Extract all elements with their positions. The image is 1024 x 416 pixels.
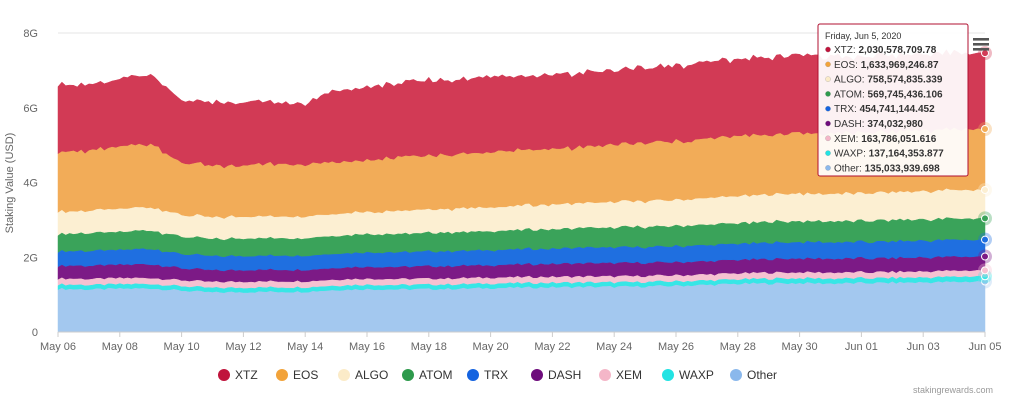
x-tick-label: May 30 [782,341,818,353]
x-tick-label: May 20 [473,341,509,353]
legend-item-waxp[interactable]: WAXP [662,368,714,382]
hover-markers [978,46,992,289]
marker-xem [981,266,989,275]
tooltip-row-xtz: XTZ: 2,030,578,709.78 [834,45,937,56]
hamburger-menu-icon[interactable] [968,34,992,54]
tooltip-dot [825,120,831,127]
x-tick-label: May 24 [596,341,632,353]
tooltip-dot [825,165,831,171]
legend-swatch [599,369,611,381]
tooltip: Friday, Jun 5, 2020 XTZ: 2,030,578,709.78… [817,23,969,177]
y-tick-label: 2G [23,252,38,264]
marker-atom [981,214,989,223]
x-axis: May 06 May 08 May 10 May 12 May 14 May 16 May … [40,331,1002,353]
legend-item-other[interactable]: Other [730,368,777,382]
legend-item-xem[interactable]: XEM [599,368,642,382]
marker-eos [981,125,989,134]
tooltip-dot [825,61,831,68]
tooltip-row-eos: EOS: 1,633,969,246.87 [834,60,939,71]
y-axis: 0 2G 4G 6G 8G [23,28,38,339]
tooltip-dot [825,105,831,112]
legend-label: XEM [616,368,642,382]
legend-label: Other [747,368,777,382]
tooltip-dot [825,76,831,82]
tooltip-dot [825,46,831,53]
y-tick-label: 6G [23,103,38,115]
x-tick-label: May 16 [349,341,385,353]
legend-label: TRX [484,368,508,382]
x-tick-label: May 28 [720,341,756,353]
marker-dash [981,252,989,261]
tooltip-row-dash: DASH: 374,032,980 [834,119,923,130]
tooltip-row-other: Other: 135,033,939.698 [834,163,940,174]
marker-algo [981,185,989,194]
legend-swatch [276,369,288,381]
legend: XTZ EOS ALGO ATOM TRX DASH XEM WAXP Other [218,368,777,382]
x-tick-label: May 22 [534,341,570,353]
tooltip-box [817,23,969,177]
legend-swatch [662,369,674,381]
tooltip-row-atom: ATOM: 569,745,436.106 [834,89,943,100]
marker-trx [981,235,989,244]
x-tick-label: Jun 05 [968,341,1001,353]
legend-item-algo[interactable]: ALGO [338,368,388,382]
legend-label: ATOM [419,368,453,382]
x-tick-label: May 14 [287,341,323,353]
legend-swatch [531,369,543,381]
legend-item-trx[interactable]: TRX [467,368,508,382]
x-tick-label: May 18 [411,341,447,353]
tooltip-row-algo: ALGO: 758,574,835.339 [834,75,943,86]
tooltip-row-xem: XEM: 163,786,051.616 [834,134,937,145]
y-tick-label: 8G [23,28,38,40]
legend-label: ALGO [355,368,388,382]
tooltip-row-trx: TRX: 454,741,144.452 [834,104,935,115]
legend-label: EOS [293,368,318,382]
legend-item-xtz[interactable]: XTZ [218,368,258,382]
legend-label: WAXP [679,368,714,382]
legend-swatch [467,369,479,381]
legend-swatch [338,369,350,381]
stacked-areas [57,49,986,333]
x-tick-label: May 10 [164,341,200,353]
y-axis-label: Staking Value (USD) [4,133,16,234]
x-tick-label: Jun 03 [907,341,940,353]
tooltip-row-waxp: WAXP: 137,164,353.877 [834,149,944,160]
x-tick-label: May 26 [658,341,694,353]
tooltip-title: Friday, Jun 5, 2020 [825,31,901,41]
legend-label: XTZ [235,368,258,382]
x-tick-label: Jun 01 [845,341,878,353]
legend-swatch [730,369,742,381]
legend-swatch [402,369,414,381]
legend-label: DASH [548,368,581,382]
tooltip-dot [825,91,831,97]
legend-item-atom[interactable]: ATOM [402,368,453,382]
tooltip-dot [825,135,831,142]
x-tick-label: May 06 [40,341,76,353]
y-tick-label: 0 [32,327,38,339]
y-tick-label: 4G [23,178,38,190]
x-tick-label: May 08 [102,341,138,353]
legend-item-dash[interactable]: DASH [531,368,581,382]
credit-text: stakingrewards.com [913,385,993,395]
legend-item-eos[interactable]: EOS [276,368,318,382]
tooltip-dot [825,150,831,156]
x-tick-label: May 12 [225,341,261,353]
legend-swatch [218,369,230,381]
